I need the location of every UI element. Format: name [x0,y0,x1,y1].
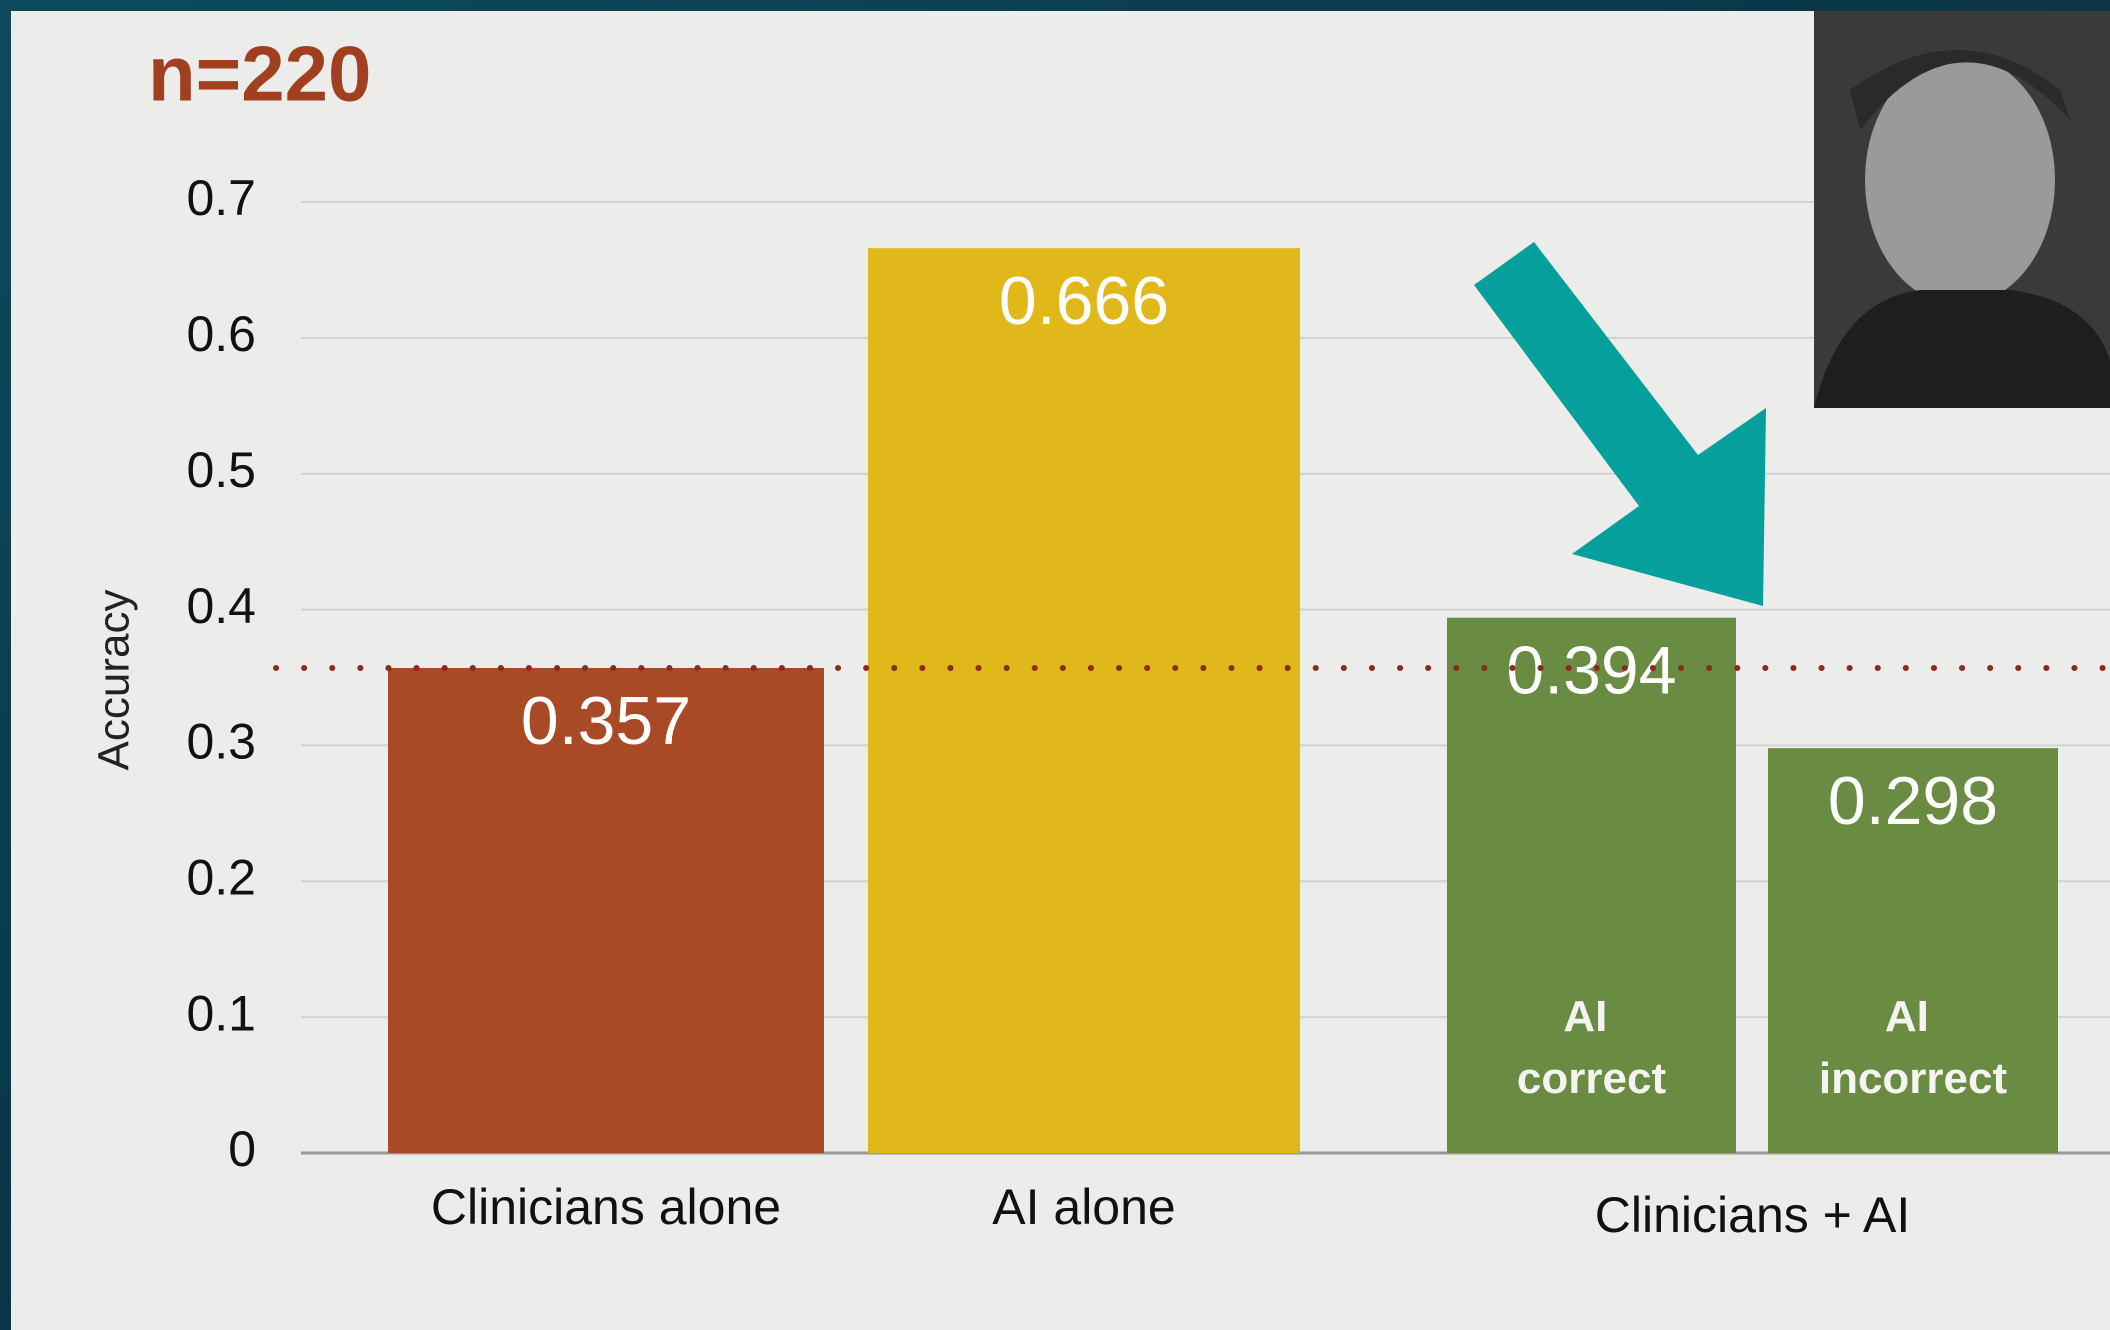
value-label: 0.298 [1828,763,1998,839]
y-tick-label: 0.5 [186,442,256,498]
speaker-photo [1814,11,2110,408]
y-tick-label: 0.4 [186,578,256,634]
y-tick-label: 0.6 [186,306,256,362]
group-label: Clinicians + AI [1595,1187,1910,1243]
y-tick-label: 0.3 [186,714,256,770]
page: 0 0.1 0.2 0.3 0.4 0.5 0.6 0.7 0.357 Clinicians al… [0,0,2110,1330]
y-axis-label: Accuracy [90,590,139,771]
bar [868,248,1300,1153]
y-tick-label: 0.7 [186,170,256,226]
value-label: 0.394 [1506,633,1676,709]
y-tick-label: 0.1 [186,985,256,1041]
chart: 0 0.1 0.2 0.3 0.4 0.5 0.6 0.7 0.357 Clinicians al… [0,0,2110,1330]
value-label: 0.666 [999,263,1169,339]
x-tick-label: AI alone [992,1179,1175,1235]
value-label: 0.357 [521,683,691,759]
sample-size: n=220 [148,30,371,118]
x-tick-label: Clinicians alone [431,1179,781,1235]
y-tick-label: 0.2 [186,849,256,905]
y-tick-label: 0 [228,1121,256,1177]
